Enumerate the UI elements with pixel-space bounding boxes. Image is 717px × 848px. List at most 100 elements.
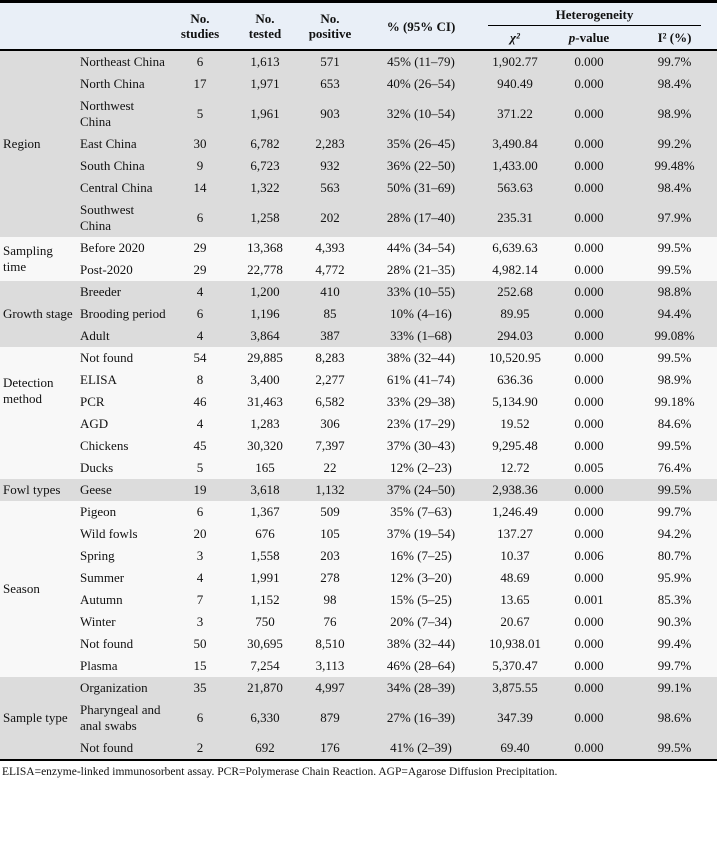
category-cell: North China: [78, 73, 172, 95]
category-cell: Northeast China: [78, 50, 172, 73]
pvalue-cell: 0.000: [546, 325, 632, 347]
table-row: Central China 14 1,322 563 50% (31–69) 563.63…: [0, 177, 717, 199]
positive-cell: 2,283: [302, 133, 358, 155]
col-header-no-studies: No. studies: [172, 1, 228, 50]
positive-cell: 879: [302, 699, 358, 737]
pvalue-cell: 0.000: [546, 391, 632, 413]
col-header-p-value: p-value: [546, 26, 632, 50]
table-row: Pigeon 6 1,367 509 35% (7–63) 1,246.49 0.000 99…: [0, 501, 717, 545]
pvalue-cell: 0.001: [546, 589, 632, 611]
i2-cell: 94.2%: [632, 523, 717, 545]
positive-cell: 22: [302, 457, 358, 479]
chi2-cell: 69.40: [484, 737, 546, 760]
ci-cell: 15% (5–25): [358, 589, 484, 611]
table-row: Adult 4 3,864 387 33% (1–68) 294.03 0.000 99.08…: [0, 325, 717, 347]
group-label: Sample type: [0, 677, 78, 760]
tested-cell: 30,320: [228, 435, 302, 457]
pvalue-cell: 0.000: [546, 199, 632, 237]
category-cell: PCR: [78, 391, 172, 413]
pvalue-cell: 0.000: [546, 95, 632, 133]
positive-cell: 4,997: [302, 677, 358, 699]
table-row: Wild fowls 20 676 105 37% (19–54) 137.27 0.000…: [0, 523, 717, 545]
category-cell: Pharyngeal and anal swabs: [78, 699, 172, 737]
positive-cell: 105: [302, 523, 358, 545]
tested-cell: 21,870: [228, 677, 302, 699]
i2-cell: 98.8%: [632, 281, 717, 303]
pvalue-cell: 0.000: [546, 133, 632, 155]
studies-cell: 2: [172, 737, 228, 760]
i2-cell: 98.4%: [632, 177, 717, 199]
ci-cell: 12% (3–20): [358, 567, 484, 589]
category-cell: Winter: [78, 611, 172, 633]
category-cell: Before 2020: [78, 237, 172, 259]
heterogeneity-label: Heterogeneity: [488, 7, 701, 26]
chi2-cell: 347.39: [484, 699, 546, 737]
studies-cell: 4: [172, 281, 228, 303]
pvalue-cell: 0.000: [546, 611, 632, 633]
tested-cell: 1,258: [228, 199, 302, 237]
studies-cell: 3: [172, 545, 228, 567]
table-row: Region Northeast China 6 1,613 571 45% (11–79…: [0, 50, 717, 237]
tested-cell: 1,200: [228, 281, 302, 303]
ci-cell: 32% (10–54): [358, 95, 484, 133]
table-row: Southwest China 6 1,258 202 28% (17–40) 235.3…: [0, 199, 717, 237]
ci-cell: 41% (2–39): [358, 737, 484, 760]
ci-cell: 37% (24–50): [358, 479, 484, 501]
chi2-cell: 10,938.01: [484, 633, 546, 655]
pvalue-cell: 0.000: [546, 347, 632, 369]
ci-cell: 38% (32–44): [358, 633, 484, 655]
ci-cell: 20% (7–34): [358, 611, 484, 633]
category-cell: East China: [78, 133, 172, 155]
studies-cell: 5: [172, 95, 228, 133]
positive-cell: 203: [302, 545, 358, 567]
chi2-cell: 563.63: [484, 177, 546, 199]
positive-cell: 176: [302, 737, 358, 760]
ci-cell: 45% (11–79): [358, 50, 484, 73]
ci-cell: 38% (32–44): [358, 347, 484, 369]
chi2-cell: 636.36: [484, 369, 546, 391]
tested-cell: 6,782: [228, 133, 302, 155]
i2-cell: 80.7%: [632, 545, 717, 567]
pvalue-cell: 0.000: [546, 737, 632, 760]
tested-cell: 22,778: [228, 259, 302, 281]
chi2-cell: 10.37: [484, 545, 546, 567]
i2-cell: 99.5%: [632, 479, 717, 501]
pvalue-cell: 0.000: [546, 237, 632, 259]
positive-cell: 76: [302, 611, 358, 633]
pvalue-cell: 0.006: [546, 545, 632, 567]
studies-cell: 30: [172, 133, 228, 155]
category-cell: Wild fowls: [78, 523, 172, 545]
chi2-cell: 89.95: [484, 303, 546, 325]
table-row: Sample type Organization 35 21,870 4,997 34% …: [0, 677, 717, 760]
pvalue-cell: 0.000: [546, 699, 632, 737]
positive-cell: 2,277: [302, 369, 358, 391]
chi2-cell: 4,982.14: [484, 259, 546, 281]
chi2-cell: 1,433.00: [484, 155, 546, 177]
tested-cell: 1,971: [228, 73, 302, 95]
meta-analysis-table: No. studies No. tested No. positive % (9…: [0, 0, 717, 760]
chi2-cell: 12.72: [484, 457, 546, 479]
pvalue-cell: 0.000: [546, 259, 632, 281]
pvalue-cell: 0.000: [546, 369, 632, 391]
table-row: Winter 3 750 76 20% (7–34) 20.67 0.000 90.3%: [0, 611, 717, 633]
studies-cell: 35: [172, 677, 228, 699]
positive-cell: 563: [302, 177, 358, 199]
studies-cell: 6: [172, 199, 228, 237]
chi2-cell: 1,246.49: [484, 501, 546, 523]
table-row: Plasma 15 7,254 3,113 46% (28–64) 5,370.47 0.0…: [0, 655, 717, 677]
studies-cell: 29: [172, 237, 228, 259]
category-cell: Not found: [78, 633, 172, 655]
pvalue-cell: 0.000: [546, 677, 632, 699]
pvalue-cell: 0.000: [546, 501, 632, 523]
i2-cell: 99.7%: [632, 501, 717, 523]
positive-cell: 932: [302, 155, 358, 177]
studies-cell: 6: [172, 303, 228, 325]
ci-cell: 37% (30–43): [358, 435, 484, 457]
i2-cell: 99.18%: [632, 391, 717, 413]
chi2-cell: 19.52: [484, 413, 546, 435]
tested-cell: 676: [228, 523, 302, 545]
chi2-cell: 13.65: [484, 589, 546, 611]
chi2-cell: 3,490.84: [484, 133, 546, 155]
positive-cell: 6,582: [302, 391, 358, 413]
chi2-cell: 48.69: [484, 567, 546, 589]
